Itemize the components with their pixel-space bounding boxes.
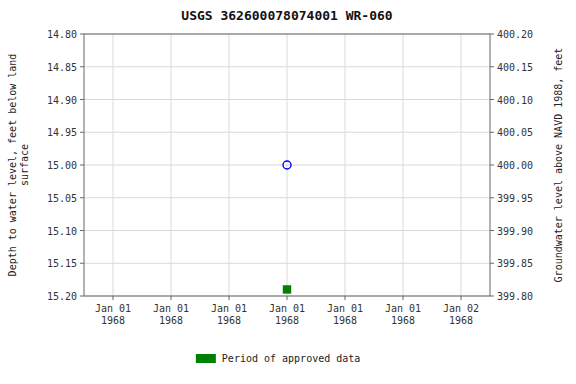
tick-label: 14.80 [47,29,77,40]
grid-line [229,34,230,296]
legend: Period of approved data [196,353,360,364]
tick [113,296,114,300]
tick [80,34,84,35]
tick [403,296,404,300]
tick [229,296,230,300]
legend-label: Period of approved data [222,353,360,364]
grid-line [287,34,288,296]
tick [345,296,346,300]
tick [80,197,84,198]
y2-axis: 399.80 399.85 399.90 399.95 400.00 400.05 400.… [490,29,533,302]
tick [490,66,494,67]
tick [80,66,84,67]
grid-line [461,34,462,296]
title: USGS 362600078074001 WR-060 [181,8,392,23]
axis-label: Depth to water level, feet below landsur… [7,54,30,277]
tick [80,263,84,264]
axis-label: Groundwater level above NAVD 1988, feet [553,48,564,283]
tick-label: 399.95 [497,193,533,204]
tick-label: 14.90 [47,95,77,106]
tick [490,296,494,297]
tick-label: 399.85 [497,258,533,269]
tick-label: Jan 011968 [211,303,247,326]
tick [490,263,494,264]
grid-line [171,34,172,296]
tick-label: Jan 011968 [385,303,421,326]
tick-label: 400.15 [497,62,533,73]
tick-label: 400.20 [497,29,533,40]
marks [283,161,291,293]
tick-label: 399.90 [497,226,533,237]
tick-label: 15.10 [47,226,77,237]
tick-label: 14.85 [47,62,77,73]
tick [80,296,84,297]
tick [490,230,494,231]
tick [490,132,494,133]
tick-label: Jan 011968 [269,303,305,326]
tick-label: 15.15 [47,258,77,269]
tick [80,99,84,100]
tick [80,165,84,166]
grid-line [113,34,114,296]
tick-label: Jan 011968 [327,303,363,326]
tick-label: Jan 011968 [95,303,131,326]
background [0,0,576,384]
legend-swatch [196,354,216,363]
tick [490,99,494,100]
grid-line [403,34,404,296]
tick-label: 15.00 [47,160,77,171]
tick [490,165,494,166]
tick [80,132,84,133]
tick-label: 400.00 [497,160,533,171]
tick [490,34,494,35]
tick-label: 14.95 [47,127,77,138]
point [284,286,291,293]
x-axis: Jan 011968 Jan 011968 Jan 011968 Jan 011968… [95,296,479,326]
tick-label: 399.80 [497,291,533,302]
tick [461,296,462,300]
tick-label: 400.10 [497,95,533,106]
tick-label: 15.20 [47,291,77,302]
tick [171,296,172,300]
tick [490,197,494,198]
tick-label: Jan 021968 [443,303,479,326]
tick [287,296,288,300]
grid-line [345,34,346,296]
tick-label: Jan 011968 [153,303,189,326]
tick [80,230,84,231]
grid [84,34,490,296]
tick-label: 400.05 [497,127,533,138]
y-axis: 14.80 14.85 14.90 14.95 15.00 15.05 15.10 15.15… [47,29,84,302]
plot-frame [84,34,490,296]
point [283,161,291,169]
chart: 14.80 14.85 14.90 14.95 15.00 15.05 15.10 15.15… [0,0,576,384]
tick-label: 15.05 [47,193,77,204]
